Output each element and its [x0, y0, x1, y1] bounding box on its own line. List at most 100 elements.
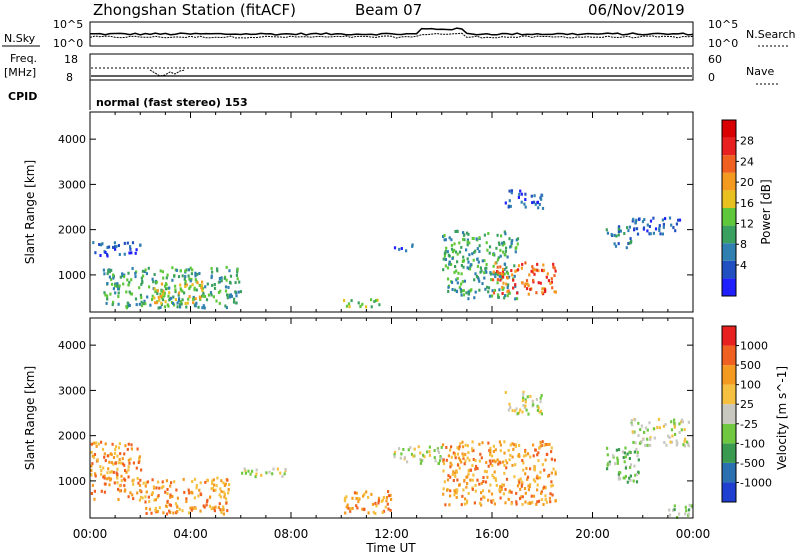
velocity-cell — [189, 506, 192, 510]
velocity-cell — [450, 463, 453, 467]
velocity-cell — [169, 503, 173, 507]
velocity-cell — [200, 493, 203, 497]
velocity-cell — [673, 418, 676, 422]
power-cell — [151, 277, 154, 281]
power-cell — [165, 283, 168, 287]
power-cell — [168, 286, 171, 290]
power-cell — [195, 301, 198, 305]
velocity-cell — [153, 498, 156, 502]
power-cell — [116, 282, 119, 286]
velocity-cell — [387, 490, 390, 494]
velocity-cell — [92, 441, 96, 445]
velocity-cell — [91, 483, 94, 487]
velocity-cell — [624, 446, 627, 450]
velocity-cell — [452, 470, 455, 474]
power-cell — [117, 287, 120, 291]
power-cell — [225, 306, 228, 310]
power-cell — [448, 236, 451, 240]
power-cell — [520, 200, 523, 204]
velocity-cell — [529, 467, 532, 471]
velocity-cell — [211, 482, 214, 485]
velocity-cell — [521, 495, 524, 499]
power-cell — [466, 238, 469, 242]
velocity-cell — [524, 491, 527, 495]
power-colorbar-segment — [722, 120, 736, 138]
power-cell — [117, 244, 120, 247]
power-cell — [357, 301, 360, 305]
velocity-cell — [213, 509, 216, 513]
velocity-cell — [355, 497, 358, 501]
velocity-cell — [127, 465, 130, 469]
velocity-cell — [481, 489, 485, 493]
power-cell — [114, 245, 117, 249]
velocity-cell — [452, 479, 455, 482]
power-cell — [130, 278, 133, 282]
power-cell — [165, 287, 168, 291]
velocity-cell — [400, 452, 403, 456]
velocity-cell — [487, 441, 490, 445]
power-cell — [514, 284, 517, 288]
velocity-cell — [522, 392, 525, 396]
power-cell — [648, 232, 651, 236]
velocity-cell — [90, 473, 93, 477]
velocity-cell — [279, 471, 282, 475]
power-cell — [411, 244, 414, 248]
power-cell — [197, 305, 200, 309]
power-cell — [658, 229, 661, 232]
power-cell — [206, 282, 209, 286]
velocity-cell — [493, 459, 496, 463]
velocity-cell — [534, 479, 537, 483]
power-cell — [235, 294, 238, 298]
power-cell — [516, 291, 519, 295]
velocity-cell — [554, 499, 557, 503]
velocity-cell — [434, 459, 437, 463]
power-cell — [110, 282, 114, 286]
power-cell — [100, 243, 103, 247]
power-cell — [191, 268, 194, 272]
power-cell — [228, 293, 231, 297]
velocity-cell — [504, 391, 507, 394]
velocity-cell — [631, 430, 634, 434]
velocity-cell — [386, 502, 389, 506]
velocity-colorbar-segment — [722, 423, 736, 444]
power-cell — [185, 283, 188, 287]
velocity-cell — [514, 444, 517, 448]
velocity-cell — [441, 443, 445, 447]
velocity-cell — [419, 461, 422, 465]
power-cell — [225, 278, 228, 282]
power-cell — [140, 296, 143, 300]
velocity-cell — [507, 408, 510, 412]
power-cell — [498, 288, 501, 292]
power-cell — [553, 290, 556, 294]
velocity-cell — [110, 461, 113, 465]
power-cell — [201, 306, 204, 310]
velocity-cell — [684, 505, 687, 509]
power-y-axis-label: Slant Range [km] — [23, 160, 37, 264]
power-cell — [495, 246, 498, 250]
power-y-tick-label: 3000 — [58, 178, 86, 191]
velocity-cell — [546, 443, 549, 446]
power-cell — [478, 244, 481, 248]
velocity-cell — [606, 453, 609, 457]
power-cell — [134, 297, 138, 301]
velocity-cell — [151, 491, 154, 495]
velocity-colorbar-tick-label: -500 — [740, 457, 765, 470]
velocity-cell — [544, 494, 547, 498]
velocity-cell — [511, 442, 514, 446]
velocity-cell — [515, 500, 518, 504]
power-cell — [128, 280, 131, 284]
velocity-cell — [117, 487, 120, 491]
velocity-cell — [456, 446, 459, 450]
velocity-cell — [224, 482, 227, 486]
power-cell — [503, 296, 506, 300]
velocity-cell — [524, 500, 527, 504]
power-cell — [489, 272, 492, 276]
power-cell — [179, 269, 182, 273]
power-cell — [235, 273, 238, 277]
power-cell — [541, 206, 545, 210]
velocity-cell — [420, 459, 423, 463]
velocity-cell — [519, 487, 522, 491]
power-cell — [161, 292, 165, 296]
velocity-cell — [527, 501, 530, 505]
power-cell — [521, 281, 524, 285]
